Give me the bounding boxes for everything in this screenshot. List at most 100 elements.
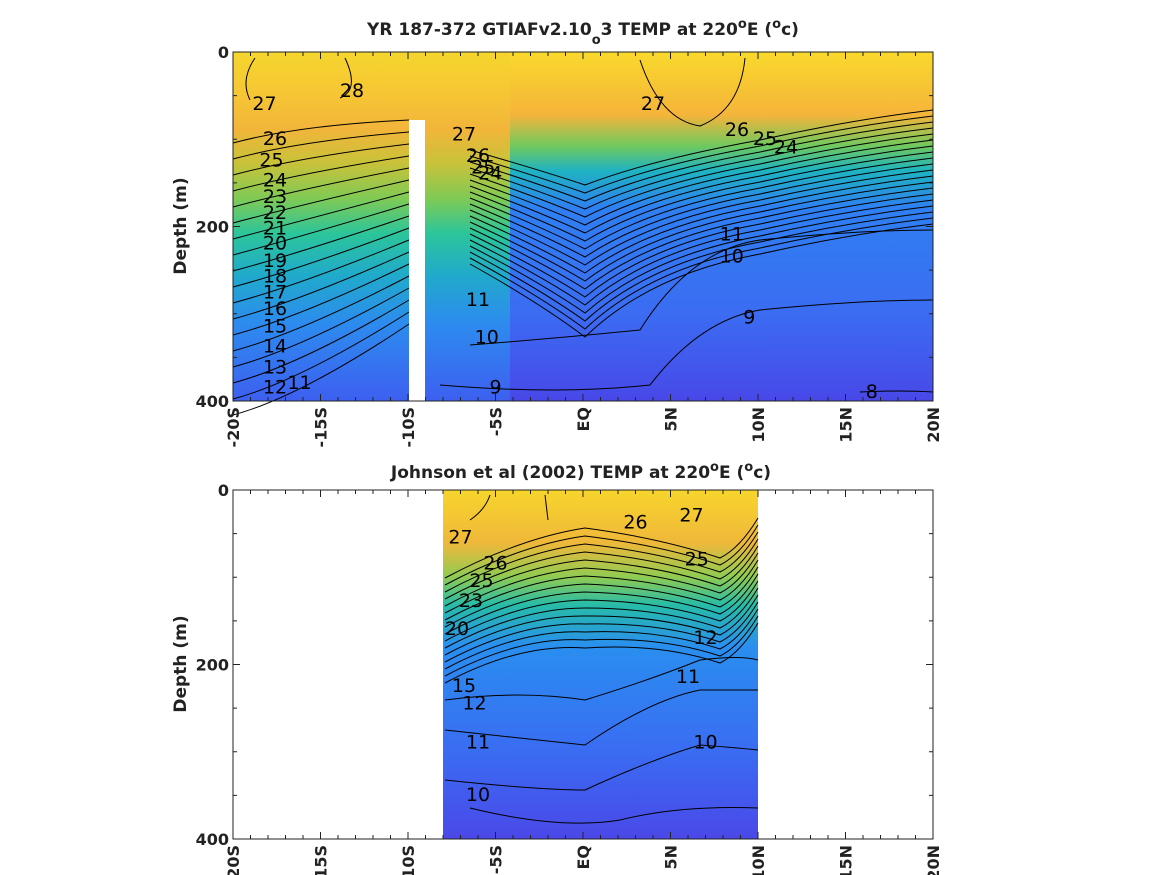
contour-line: [444, 689, 758, 746]
contour-line: [469, 121, 934, 202]
contour-label: 24: [774, 136, 798, 158]
contour-line: [444, 566, 759, 628]
y-axis-label: Depth (m): [171, 177, 191, 274]
contour-line: [469, 199, 934, 306]
contour-label: 25: [753, 128, 777, 150]
chart-title: YR 187-372 GTIAFv2.10o3 TEMP at 220oE (o…: [366, 17, 799, 48]
contour-line: [469, 127, 934, 210]
contour-line: [544, 494, 549, 521]
contour-line: [232, 155, 410, 192]
y-tick-label: 0: [218, 43, 229, 62]
contour-line: [232, 179, 410, 224]
contour-label: 26: [483, 553, 507, 575]
contour-line: [444, 580, 759, 642]
contour-line: [232, 287, 410, 368]
contour-line: [444, 552, 759, 614]
contour-line: [444, 594, 759, 656]
contour-label: 10: [693, 732, 717, 754]
contour-line: [469, 139, 934, 226]
contour-label: 27: [448, 526, 472, 548]
x-tick-label: -10S: [399, 845, 418, 875]
heatmap-field: [443, 490, 758, 839]
x-tick-label: 15N: [837, 407, 856, 443]
contour-label: 25: [469, 570, 493, 592]
y-tick-labels: 0 200 400: [196, 481, 229, 849]
y-tick-label: 400: [196, 392, 229, 411]
axis-ticks: [232, 51, 934, 402]
contour-label: 27: [679, 505, 703, 527]
contour-label: 26: [623, 512, 647, 534]
x-tick-label: -5S: [487, 407, 506, 436]
contour-line: [444, 657, 759, 701]
contour-line: [469, 169, 934, 266]
contour-line: [469, 187, 934, 290]
contour-line: [469, 175, 934, 274]
x-tick-label: -15S: [312, 407, 331, 447]
x-tick-label: EQ: [574, 407, 593, 432]
contour-label: 23: [263, 186, 287, 208]
contour-line: [469, 145, 934, 234]
x-tick-label: 10N: [749, 407, 768, 443]
contour-line: [444, 587, 759, 649]
contour-line: [444, 615, 759, 677]
contour-label: 10: [466, 784, 490, 806]
contour-line: [444, 559, 759, 621]
contour-label: 24: [478, 163, 502, 185]
contour-line: [444, 531, 759, 593]
contour-line: [232, 275, 410, 352]
contour-line: [469, 193, 934, 298]
contour-label: 26: [263, 128, 287, 150]
contour-line: [469, 157, 934, 250]
contour-line: [245, 57, 256, 101]
contour-line: [232, 119, 410, 144]
contour-label: 17: [263, 281, 287, 303]
contour-label: 24: [263, 170, 287, 192]
x-tick-label: 20N: [924, 407, 943, 443]
contour-label: 11: [676, 666, 700, 688]
contour-label: 23: [459, 590, 483, 612]
x-tick-label: 20N: [924, 845, 943, 875]
contour-label: 28: [340, 80, 364, 102]
x-tick-label: 5N: [662, 845, 681, 870]
contour-lines: [232, 57, 934, 416]
contour-label: 11: [466, 289, 490, 311]
contour-label: 25: [685, 548, 709, 570]
contour-line: [232, 311, 410, 400]
x-tick-labels: -20S -15S -10S -5S EQ 5N 10N 15N 20N: [224, 407, 943, 447]
x-tick-label: EQ: [574, 845, 593, 870]
contour-line: [469, 151, 934, 242]
y-axis-label: Depth (m): [171, 615, 191, 712]
contour-label: 12: [693, 627, 717, 649]
contour-line: [444, 744, 759, 791]
contour-line: [232, 167, 410, 208]
contour-label: 26: [466, 145, 490, 167]
contour-line: [469, 109, 934, 186]
x-tick-label: -10S: [399, 407, 418, 447]
y-tick-label: 200: [196, 656, 229, 675]
contour-line: [469, 217, 934, 330]
contour-line: [439, 299, 934, 391]
x-tick-label: 5N: [662, 407, 681, 432]
contour-line: [444, 601, 759, 663]
contour-line: [444, 524, 759, 586]
contour-label: 25: [471, 157, 495, 179]
contour-line: [339, 57, 352, 99]
contour-line: [232, 263, 410, 336]
x-tick-label: -20S: [224, 845, 243, 875]
contour-line: [232, 299, 410, 384]
contour-line: [444, 622, 759, 684]
contour-line: [469, 133, 934, 218]
axis-ticks: [232, 489, 934, 840]
contour-line: [232, 143, 410, 176]
contour-line: [859, 390, 934, 393]
contour-line: [469, 181, 934, 282]
contour-label: 20: [445, 618, 469, 640]
x-tick-label: -5S: [487, 845, 506, 874]
contour-line: [469, 807, 759, 824]
contour-label: 12: [263, 376, 287, 398]
